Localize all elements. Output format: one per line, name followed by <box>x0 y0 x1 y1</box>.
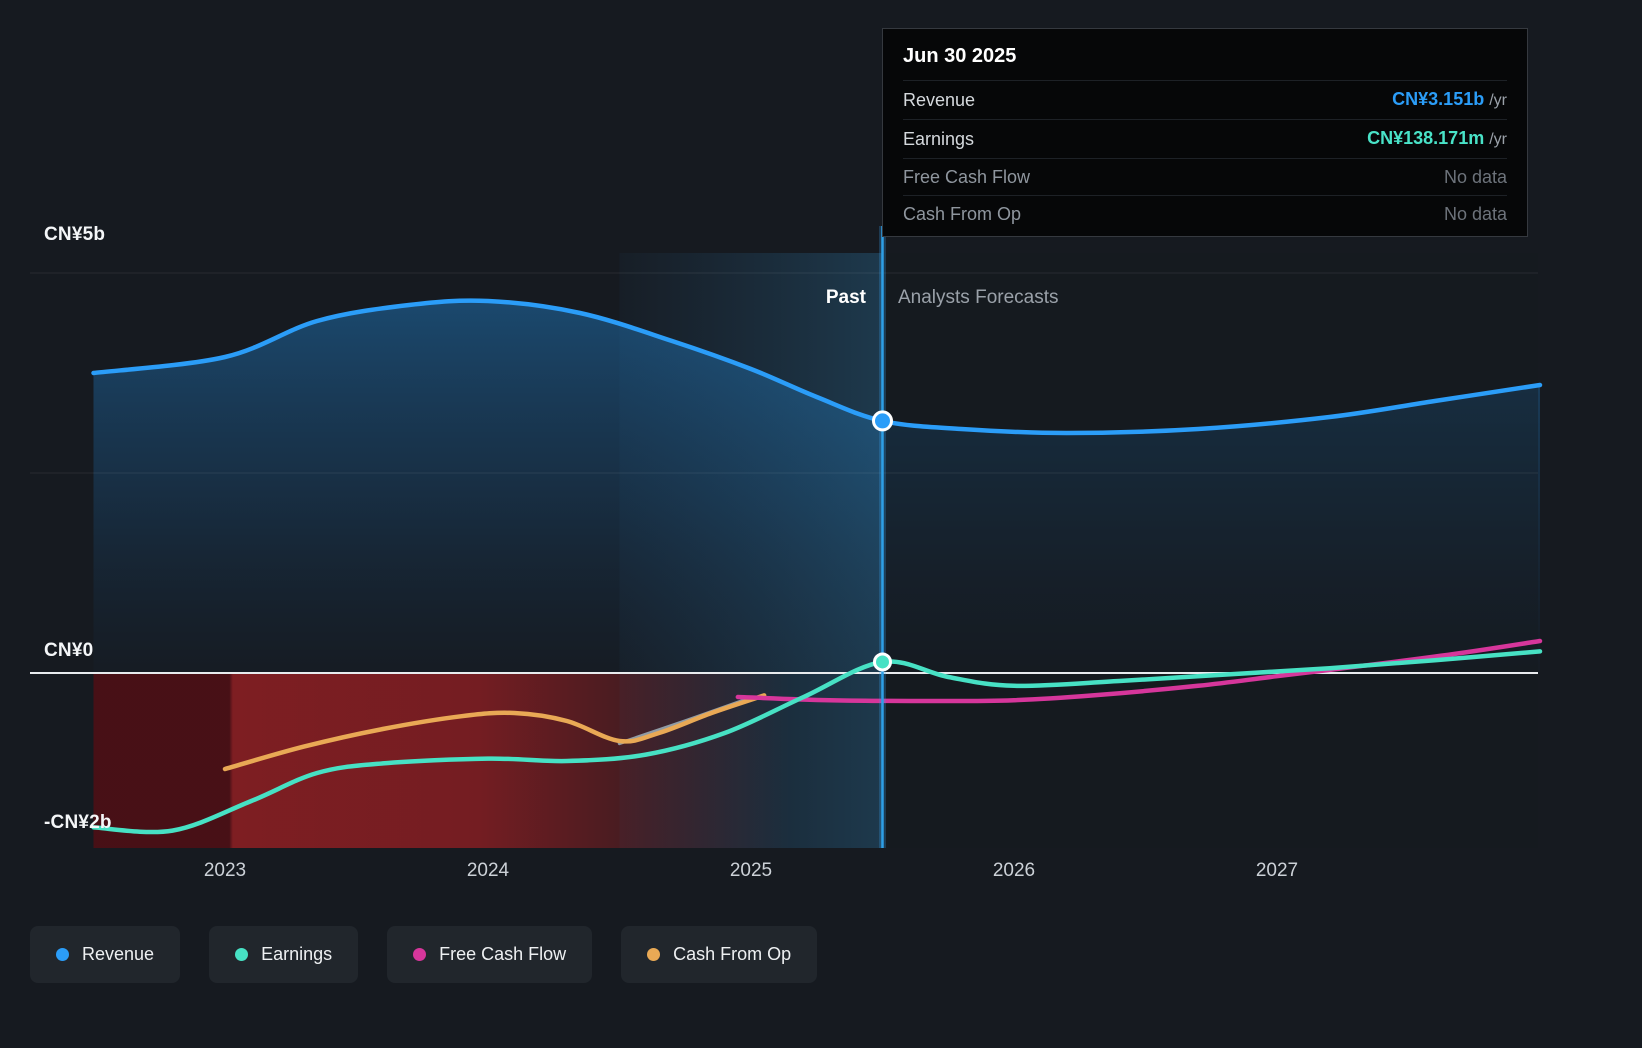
tooltip-revenue-value: CN¥3.151b <box>1392 89 1485 109</box>
tooltip-cashop-value: No data <box>1443 204 1507 224</box>
chart-legend: Revenue Earnings Free Cash Flow Cash Fro… <box>30 926 818 983</box>
tooltip-earnings-value: CN¥138.171m <box>1367 128 1485 148</box>
tooltip-earnings-label: Earnings <box>903 129 975 149</box>
x-axis-label-2027: 2027 <box>1255 860 1299 881</box>
tooltip-fcf-label: Free Cash Flow <box>903 167 1031 187</box>
tooltip-revenue-label: Revenue <box>903 90 976 110</box>
earnings-dot-icon <box>235 948 249 961</box>
earnings-line <box>91 649 1543 835</box>
legend-revenue-label: Revenue <box>82 944 155 964</box>
tooltip-row-cash-from-op: Cash From Op No data <box>903 195 1507 232</box>
analysts-forecasts-label: Analysts Forecasts <box>898 287 1059 308</box>
legend-cash-from-op-label: Cash From Op <box>673 944 792 964</box>
tooltip-cashop-label: Cash From Op <box>903 204 1022 224</box>
revenue-dot-icon <box>56 948 69 961</box>
revenue-marker[interactable] <box>872 410 893 432</box>
chart-plot-area[interactable] <box>30 253 1538 848</box>
tooltip-revenue-suffix: /yr <box>1489 92 1507 109</box>
y-axis-label-5b: CN¥5b <box>44 224 106 245</box>
y-axis-label-0: CN¥0 <box>44 640 94 661</box>
tooltip-earnings-suffix: /yr <box>1489 131 1507 148</box>
tooltip-date: Jun 30 2025 <box>903 45 1017 67</box>
cash-from-op-line <box>222 693 767 772</box>
free-cash-flow-dot-icon <box>413 948 427 961</box>
legend-item-cash-from-op[interactable]: Cash From Op <box>621 926 818 983</box>
legend-item-revenue[interactable]: Revenue <box>30 926 181 983</box>
forecast-region <box>882 253 1538 848</box>
x-axis-label-2024: 2024 <box>466 860 510 881</box>
legend-item-free-cash-flow[interactable]: Free Cash Flow <box>387 926 593 983</box>
legend-earnings-label: Earnings <box>261 944 333 964</box>
x-axis-label-2026: 2026 <box>992 860 1036 881</box>
y-axis-label-neg2b: -CN¥2b <box>44 812 112 833</box>
x-axis-label-2025: 2025 <box>729 860 773 881</box>
tooltip-row-free-cash-flow: Free Cash Flow No data <box>903 158 1507 195</box>
tooltip-row-revenue: Revenue CN¥3.151b /yr <box>903 80 1507 119</box>
hover-tooltip: Jun 30 2025 Revenue CN¥3.151b /yr Earnin… <box>882 28 1528 237</box>
cash-from-op-dot-icon <box>647 948 661 961</box>
past-label: Past <box>825 287 866 308</box>
tooltip-fcf-value: No data <box>1443 167 1507 187</box>
tooltip-row-earnings: Earnings CN¥138.171m /yr <box>903 119 1507 158</box>
legend-item-earnings[interactable]: Earnings <box>209 926 359 983</box>
earnings-marker[interactable] <box>873 652 892 672</box>
legend-free-cash-flow-label: Free Cash Flow <box>439 944 567 964</box>
x-axis-label-2023: 2023 <box>203 860 247 881</box>
revenue-line <box>91 298 1543 436</box>
free-cash-flow-line <box>735 638 1543 704</box>
